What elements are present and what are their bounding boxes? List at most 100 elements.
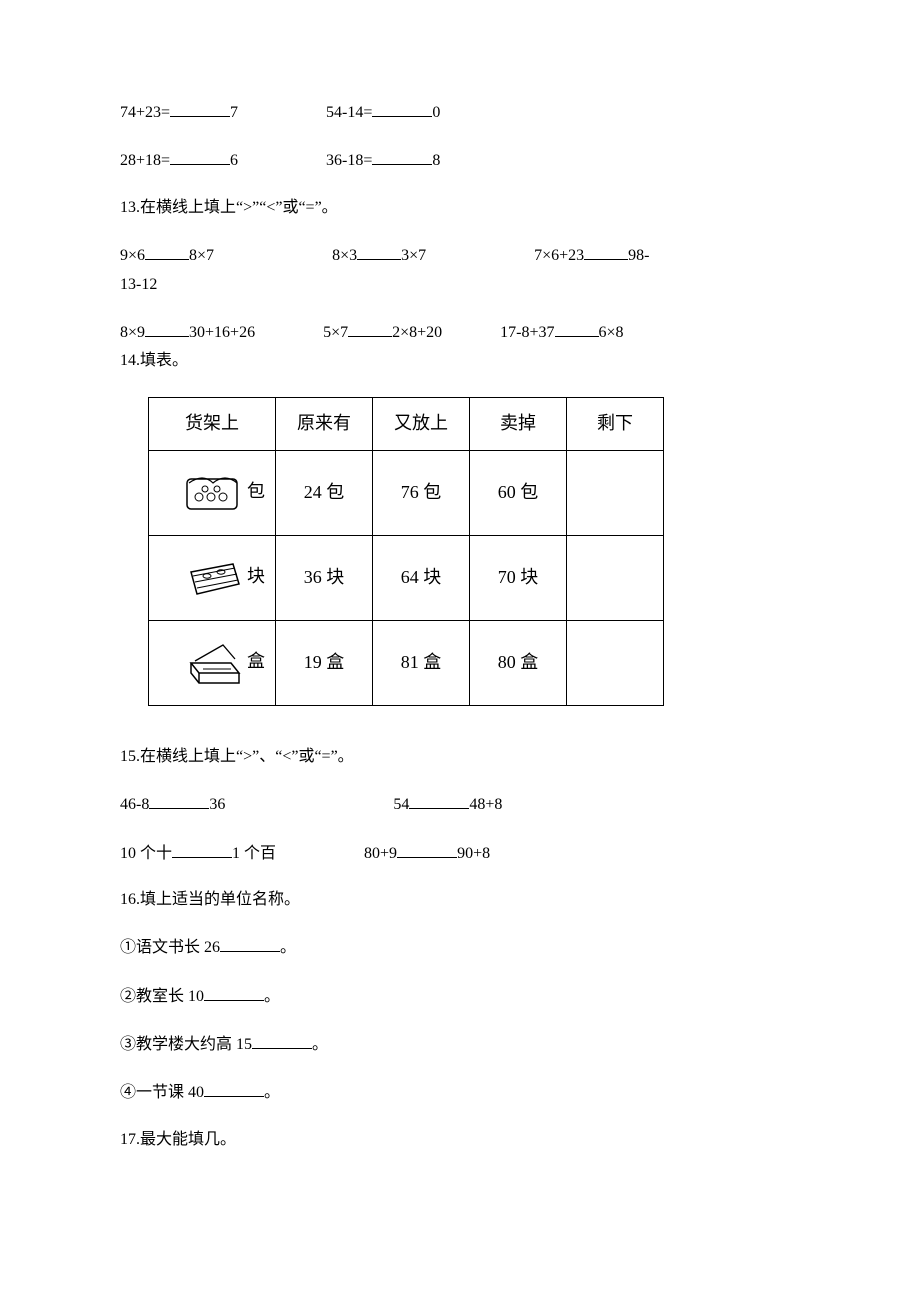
suffix-digit: 7 — [230, 104, 238, 121]
q15-row-1: 46-8 36 54 48+8 — [120, 792, 800, 816]
col-header: 卖掉 — [470, 397, 567, 450]
box-icon — [183, 639, 245, 687]
q13-row-1-cont: 13-12 — [120, 274, 800, 296]
q16-item: ②教室长 10 。 — [120, 984, 800, 1008]
cmp-right: 2×8+20 — [392, 324, 442, 341]
fill-blank[interactable] — [555, 320, 599, 337]
cell: 76 包 — [373, 450, 470, 535]
cmp-left: 8×9 — [120, 324, 145, 341]
cmp-right: 1 个百 — [232, 845, 276, 862]
expr: 74+23= — [120, 104, 170, 121]
fill-blank[interactable] — [170, 100, 230, 117]
cmp-right: 98- — [628, 247, 649, 264]
fill-blank[interactable] — [220, 935, 280, 952]
cell: 70 块 — [470, 535, 567, 620]
q16-title: 16.填上适当的单位名称。 — [120, 889, 800, 911]
fill-blank[interactable] — [172, 841, 232, 858]
expr: 54-14= — [326, 104, 372, 121]
item-suffix: 。 — [280, 939, 296, 956]
q16-item: ④一节课 40 。 — [120, 1080, 800, 1104]
item-text: 语文书长 26 — [136, 939, 220, 956]
col-header: 原来有 — [276, 397, 373, 450]
col-header: 又放上 — [373, 397, 470, 450]
arith-row-2: 28+18=6 36-18=8 — [120, 148, 800, 172]
q16-item: ③教学楼大约高 15 。 — [120, 1032, 800, 1056]
item-cell: 块 — [149, 535, 276, 620]
arith-row-1: 74+23= 7 54-14= 0 — [120, 100, 800, 124]
cmp-left: 80+9 — [364, 845, 397, 862]
cmp-left: 5×7 — [323, 324, 348, 341]
cell: 81 盒 — [373, 620, 470, 705]
fill-cell[interactable] — [567, 620, 664, 705]
cmp-right-cont: 13-12 — [120, 276, 157, 293]
fill-blank[interactable] — [372, 148, 432, 165]
q17-title: 17.最大能填几。 — [120, 1129, 800, 1151]
shelf-table: 货架上 原来有 又放上 卖掉 剩下 包 24 包 76 包 60 包 — [148, 397, 664, 706]
fill-blank[interactable] — [145, 243, 189, 260]
item-number: ③ — [120, 1036, 136, 1053]
expr: 36-18= — [326, 152, 372, 169]
cmp-left: 46-8 — [120, 796, 149, 813]
cmp-left: 54 — [393, 796, 409, 813]
cell: 60 包 — [470, 450, 567, 535]
item-text: 一节课 40 — [136, 1084, 204, 1101]
table-header-row: 货架上 原来有 又放上 卖掉 剩下 — [149, 397, 664, 450]
item-cell: 包 — [149, 450, 276, 535]
cmp-left: 17-8+37 — [500, 324, 554, 341]
fill-blank[interactable] — [170, 148, 230, 165]
item-number: ① — [120, 939, 136, 956]
cmp-left: 9×6 — [120, 247, 145, 264]
q13-title: 13.在横线上填上“>”“<”或“=”。 — [120, 197, 800, 219]
fill-blank[interactable] — [397, 841, 457, 858]
fill-cell[interactable] — [567, 535, 664, 620]
col-header: 货架上 — [149, 397, 276, 450]
cell: 19 盒 — [276, 620, 373, 705]
table-row: 块 36 块 64 块 70 块 — [149, 535, 664, 620]
fill-blank[interactable] — [409, 792, 469, 809]
item-unit: 盒 — [247, 651, 265, 671]
cake-icon — [183, 554, 245, 602]
cmp-right: 30+16+26 — [189, 324, 255, 341]
fill-blank[interactable] — [204, 984, 264, 1001]
item-suffix: 。 — [264, 988, 280, 1005]
q15-title: 15.在横线上填上“>”、“<”或“=”。 — [120, 746, 800, 768]
fill-blank[interactable] — [149, 792, 209, 809]
fill-blank[interactable] — [145, 320, 189, 337]
fill-cell[interactable] — [567, 450, 664, 535]
q14-title: 14.填表。 — [120, 350, 800, 372]
col-header: 剩下 — [567, 397, 664, 450]
fill-blank[interactable] — [252, 1032, 312, 1049]
fill-blank[interactable] — [204, 1080, 264, 1097]
fill-blank[interactable] — [372, 100, 432, 117]
cmp-right: 36 — [209, 796, 225, 813]
cell: 80 盒 — [470, 620, 567, 705]
item-number: ② — [120, 988, 136, 1005]
fill-blank[interactable] — [584, 243, 628, 260]
q16-item: ①语文书长 26 。 — [120, 935, 800, 959]
cmp-right: 8×7 — [189, 247, 214, 264]
expr: 28+18= — [120, 152, 170, 169]
item-unit: 块 — [247, 566, 265, 586]
cmp-right: 48+8 — [469, 796, 502, 813]
cmp-right: 3×7 — [401, 247, 426, 264]
cmp-left: 8×3 — [332, 247, 357, 264]
cell: 24 包 — [276, 450, 373, 535]
item-suffix: 。 — [312, 1036, 328, 1053]
item-text: 教学楼大约高 15 — [136, 1036, 252, 1053]
item-text: 教室长 10 — [136, 988, 204, 1005]
cell: 64 块 — [373, 535, 470, 620]
suffix-digit: 6 — [230, 152, 238, 169]
item-number: ④ — [120, 1084, 136, 1101]
q13-row-1: 9×6 8×7 8×3 3×7 7×6+23 98- — [120, 243, 800, 267]
cmp-right: 90+8 — [457, 845, 490, 862]
fill-blank[interactable] — [357, 243, 401, 260]
cmp-left: 7×6+23 — [534, 247, 584, 264]
suffix-digit: 0 — [432, 104, 440, 121]
q15-row-2: 10 个十1 个百 80+990+8 — [120, 841, 800, 865]
package-icon — [183, 469, 245, 517]
item-unit: 包 — [247, 481, 265, 501]
item-suffix: 。 — [264, 1084, 280, 1101]
fill-blank[interactable] — [348, 320, 392, 337]
item-cell: 盒 — [149, 620, 276, 705]
q13-row-2: 8×930+16+26 5×72×8+20 17-8+376×8 — [120, 320, 800, 344]
